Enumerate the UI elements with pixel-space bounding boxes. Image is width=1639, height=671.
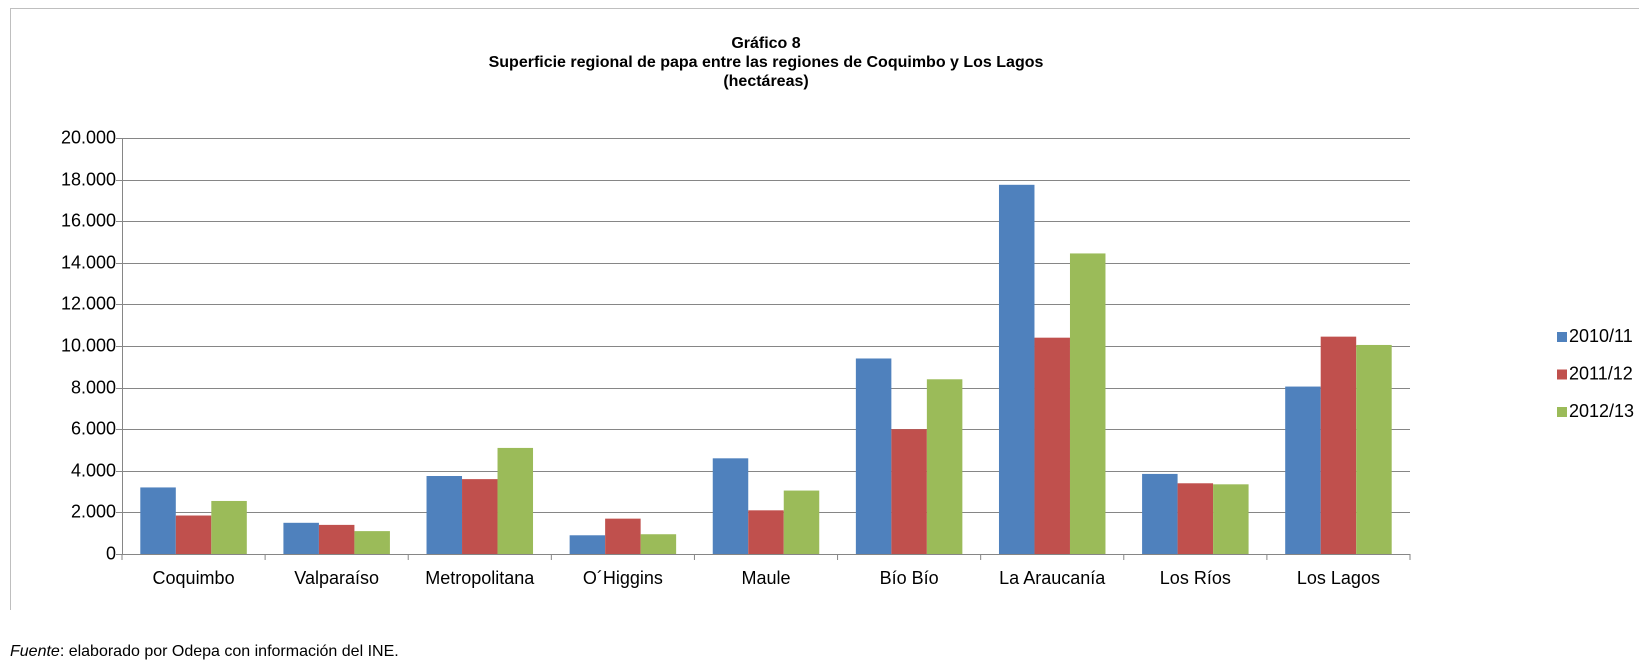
bar xyxy=(462,479,498,554)
bar xyxy=(318,524,355,554)
bar xyxy=(1034,337,1070,554)
bar xyxy=(1177,483,1214,554)
bar xyxy=(140,487,176,554)
bar xyxy=(426,476,463,554)
bar xyxy=(998,184,1035,555)
source-text: : elaborado por Odepa con información de… xyxy=(59,643,399,660)
y-tick-label: 14.000 xyxy=(61,252,116,272)
x-tick-label: Maule xyxy=(741,568,790,588)
y-tick-label: 6.000 xyxy=(71,418,116,438)
x-tick-label: Los Lagos xyxy=(1297,568,1380,588)
bar xyxy=(855,358,892,554)
bar xyxy=(926,379,963,554)
x-tick-label: Metropolitana xyxy=(425,568,535,588)
x-tick-label: La Araucanía xyxy=(999,568,1106,588)
bar xyxy=(712,458,749,554)
bar xyxy=(1320,336,1357,554)
y-tick-label: 0 xyxy=(106,543,116,563)
x-tick-label: Coquimbo xyxy=(153,568,235,588)
bar xyxy=(211,500,247,554)
y-tick-label: 20.000 xyxy=(61,127,116,147)
legend-label: 2012/13 xyxy=(1569,401,1634,421)
y-tick-label: 2.000 xyxy=(71,501,116,521)
y-tick-label: 8.000 xyxy=(71,377,116,397)
chart: Gráfico 8 Superficie regional de papa en… xyxy=(10,8,1639,610)
x-tick-label: Los Ríos xyxy=(1160,568,1231,588)
legend-label: 2010/11 xyxy=(1569,326,1633,346)
bar xyxy=(605,518,641,554)
chart-subtitle: Superficie regional de papa entre las re… xyxy=(489,54,1044,71)
y-tick-label: 12.000 xyxy=(61,293,116,313)
y-tick-label: 16.000 xyxy=(61,210,116,230)
bar xyxy=(1356,344,1392,554)
bar xyxy=(283,522,319,554)
bar xyxy=(891,429,927,554)
bar xyxy=(1069,253,1106,554)
legend-swatch xyxy=(1557,369,1567,380)
source-note: Fuente: elaborado por Odepa con informac… xyxy=(10,643,399,661)
x-tick-label: O´Higgins xyxy=(583,568,663,588)
bar xyxy=(640,534,677,554)
bar xyxy=(354,531,390,554)
bar xyxy=(1142,473,1178,554)
bar xyxy=(569,535,606,554)
y-tick-label: 4.000 xyxy=(71,460,116,480)
bar xyxy=(1285,386,1321,554)
unit-note: (hectáreas) xyxy=(723,73,808,90)
bar xyxy=(783,490,820,554)
y-tick-label: 10.000 xyxy=(61,335,116,355)
legend-swatch xyxy=(1557,332,1567,342)
legend-label: 2011/12 xyxy=(1569,363,1633,383)
source-label: Fuente xyxy=(10,643,60,660)
chart-title: Gráfico 8 xyxy=(731,35,800,52)
bar xyxy=(748,510,784,554)
bar xyxy=(497,447,534,554)
y-tick-label: 18.000 xyxy=(61,169,116,189)
legend-swatch xyxy=(1557,407,1567,417)
bar xyxy=(175,515,212,554)
x-tick-label: Valparaíso xyxy=(294,568,379,588)
x-tick-label: Bío Bío xyxy=(880,568,939,588)
bar xyxy=(1213,484,1249,554)
